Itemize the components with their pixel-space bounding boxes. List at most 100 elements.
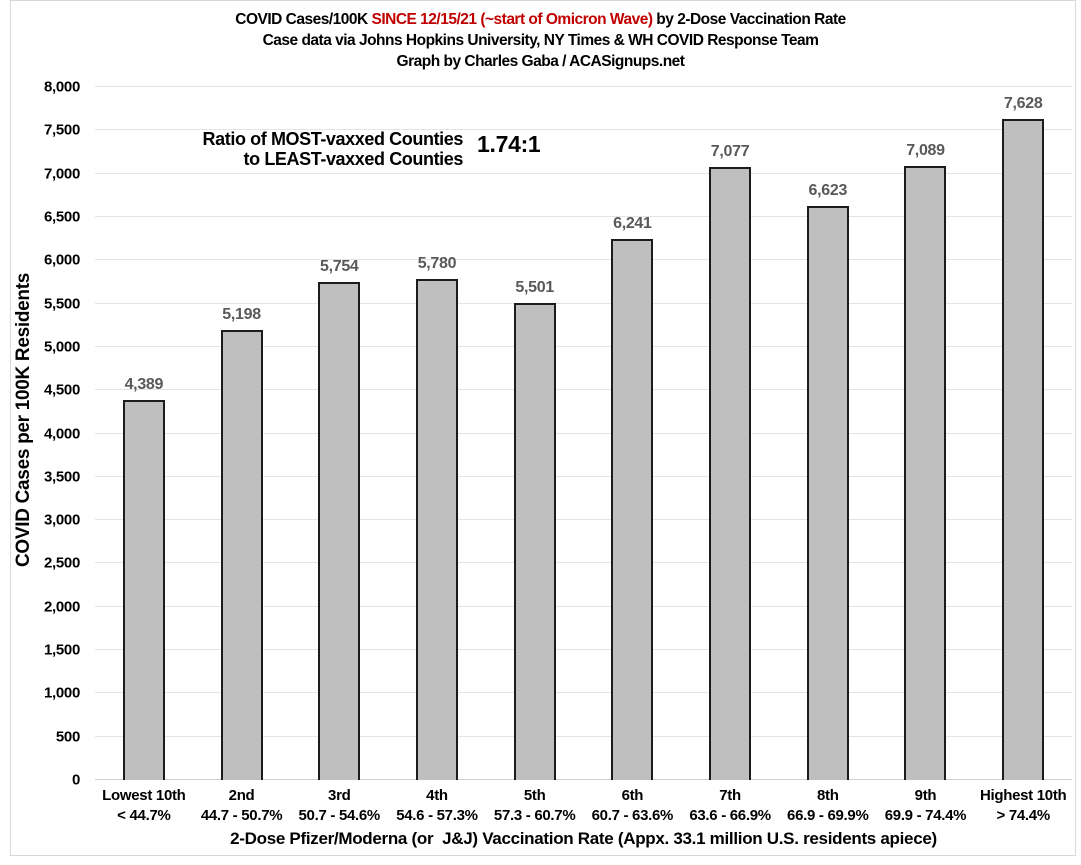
gridline	[95, 389, 1072, 391]
title-text-black-left: COVID Cases/100K	[235, 11, 372, 28]
y-tick-label: 7,000	[43, 165, 80, 183]
y-tick-label: 6,000	[43, 251, 80, 269]
x-tick-range: 57.3 - 60.7%	[493, 807, 576, 824]
gridline	[95, 605, 1072, 607]
bar	[806, 206, 849, 780]
y-tick-label: 2,500	[43, 554, 80, 572]
y-tick-label: 2,000	[43, 598, 80, 616]
bar	[415, 279, 458, 780]
gridline	[95, 432, 1072, 434]
bar	[513, 303, 556, 780]
plot-area: 4,389 5,198 5,754 5,780 5,501 6,241 7,077 6,623…	[95, 87, 1072, 780]
ratio-annotation-value: 1.74:1	[477, 131, 541, 157]
bar-column: 6,623	[779, 87, 877, 780]
x-tick-tier: 6th	[621, 787, 644, 804]
gridline	[95, 562, 1072, 564]
bar	[1002, 119, 1045, 780]
y-tick-label: 4,000	[43, 425, 80, 442]
x-tick-range: 63.6 - 66.9%	[689, 807, 771, 824]
bar-column: 7,089	[877, 87, 975, 780]
bar-column: 4,389	[95, 87, 193, 780]
bar	[904, 165, 947, 780]
x-tick-label: Lowest 10th < 44.7%	[95, 786, 193, 826]
y-tick-label: 3,000	[43, 511, 80, 529]
gridline	[95, 519, 1072, 521]
y-tick-label: 3,500	[43, 468, 80, 486]
bar-column: 5,780	[388, 87, 486, 780]
title-text-red: SINCE 12/15/21 (~start of Omicron Wave)	[371, 11, 654, 28]
bar-column: 7,077	[681, 87, 779, 780]
y-tick-label: 7,500	[43, 121, 80, 139]
bar-value-label: 7,077	[710, 142, 750, 160]
x-axis-tick-labels: Lowest 10th < 44.7% 2nd 44.7 - 50.7% 3rd 50.7…	[95, 786, 1072, 826]
y-tick-label: 6,500	[43, 208, 80, 226]
bar-value-label: 5,198	[222, 305, 261, 323]
y-tick-label: 1,500	[43, 641, 80, 659]
ratio-annotation-line1: Ratio of MOST-vaxxed Counties	[202, 129, 464, 149]
bar-value-label: 5,501	[515, 279, 554, 297]
gridline	[95, 259, 1072, 261]
x-tick-tier: 4th	[426, 787, 448, 804]
gridline	[95, 215, 1072, 217]
y-tick-label: 500	[55, 728, 80, 746]
title-text-black-right: by 2-Dose Vaccination Rate	[652, 11, 846, 28]
x-tick-range: 44.7 - 50.7%	[200, 807, 283, 824]
gridline	[95, 735, 1072, 737]
gridline	[95, 129, 1072, 131]
gridlines-layer	[95, 86, 1072, 780]
x-tick-range: > 74.4%	[996, 807, 1051, 824]
bar-value-label: 5,780	[417, 255, 457, 273]
chart-title-block: COVID Cases/100K SINCE 12/15/21 (~start …	[0, 9, 1081, 72]
bar-value-label: 5,754	[319, 257, 359, 275]
chart-subtitle-source: Case data via Johns Hopkins University, …	[262, 32, 819, 49]
gridline	[95, 302, 1072, 304]
x-tick-label: 6th 60.7 - 63.6%	[584, 786, 682, 826]
bar	[122, 399, 165, 780]
bar	[220, 329, 263, 780]
x-tick-label: 2nd 44.7 - 50.7%	[193, 786, 291, 826]
x-tick-tier: 3rd	[328, 787, 351, 804]
x-tick-tier: 5th	[523, 787, 546, 804]
x-tick-label: 8th 66.9 - 69.9%	[779, 786, 877, 826]
y-tick-label: 5,500	[43, 295, 80, 313]
x-axis-line	[95, 779, 1072, 780]
ratio-annotation-label: Ratio of MOST-vaxxed Counties to LEAST-v…	[95, 129, 464, 169]
bar-column: 5,501	[486, 87, 584, 780]
gridline	[95, 86, 1072, 87]
y-axis-tick-labels: 0 500 1,000 1,500 2,000 2,500 3,000 3,500 4,000 4…	[0, 79, 80, 789]
gridline	[95, 475, 1072, 477]
bar-value-label: 6,623	[808, 182, 848, 200]
x-tick-range: < 44.7%	[117, 807, 171, 824]
x-tick-range: 66.9 - 69.9%	[787, 807, 869, 824]
bar-column: 5,754	[290, 87, 388, 780]
x-tick-range: 54.6 - 57.3%	[396, 807, 478, 824]
bar	[709, 166, 752, 780]
x-tick-tier: Highest 10th	[979, 787, 1067, 804]
x-tick-label: 7th 63.6 - 66.9%	[681, 786, 779, 826]
x-tick-tier: 2nd	[228, 787, 255, 804]
x-tick-range: 60.7 - 63.6%	[591, 807, 674, 824]
bar-column: 5,198	[193, 87, 291, 780]
gridline	[95, 172, 1072, 174]
gridline	[95, 345, 1072, 347]
chart-title-line1: COVID Cases/100K SINCE 12/15/21 (~start …	[0, 9, 1081, 30]
x-tick-tier: 9th	[914, 787, 937, 804]
y-tick-label: 5,000	[43, 338, 80, 356]
x-tick-label: 4th 54.6 - 57.3%	[388, 786, 486, 826]
bar-value-label: 4,389	[124, 375, 164, 393]
bar-column: 6,241	[584, 87, 682, 780]
y-tick-label: 0	[71, 771, 80, 789]
bar-value-label: 7,628	[1003, 95, 1043, 113]
bar-value-label: 7,089	[906, 141, 945, 159]
x-tick-range: 50.7 - 54.6%	[298, 807, 381, 824]
bar	[611, 239, 654, 780]
gridline	[95, 649, 1072, 651]
y-tick-label: 8,000	[43, 78, 80, 96]
bar-column: 7,628	[974, 87, 1072, 780]
x-tick-tier: 8th	[816, 787, 839, 804]
gridline	[95, 692, 1072, 694]
x-tick-label: 3rd 50.7 - 54.6%	[290, 786, 388, 826]
x-tick-label: 5th 57.3 - 60.7%	[486, 786, 584, 826]
y-tick-label: 4,500	[43, 381, 80, 399]
